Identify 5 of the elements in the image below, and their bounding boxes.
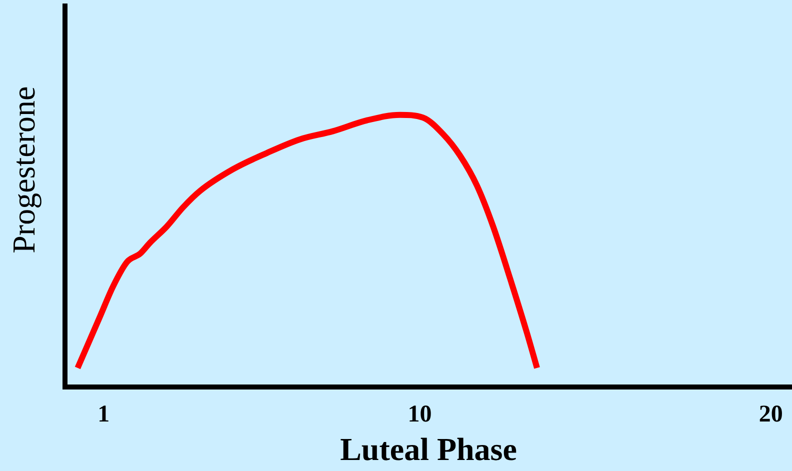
y-axis-title: Progesterone	[5, 86, 42, 254]
x-tick-label: 10	[408, 402, 432, 428]
x-axis-title: Luteal Phase	[340, 431, 517, 468]
x-tick-label: 20	[758, 402, 783, 428]
x-tick-label: 1	[98, 402, 110, 428]
